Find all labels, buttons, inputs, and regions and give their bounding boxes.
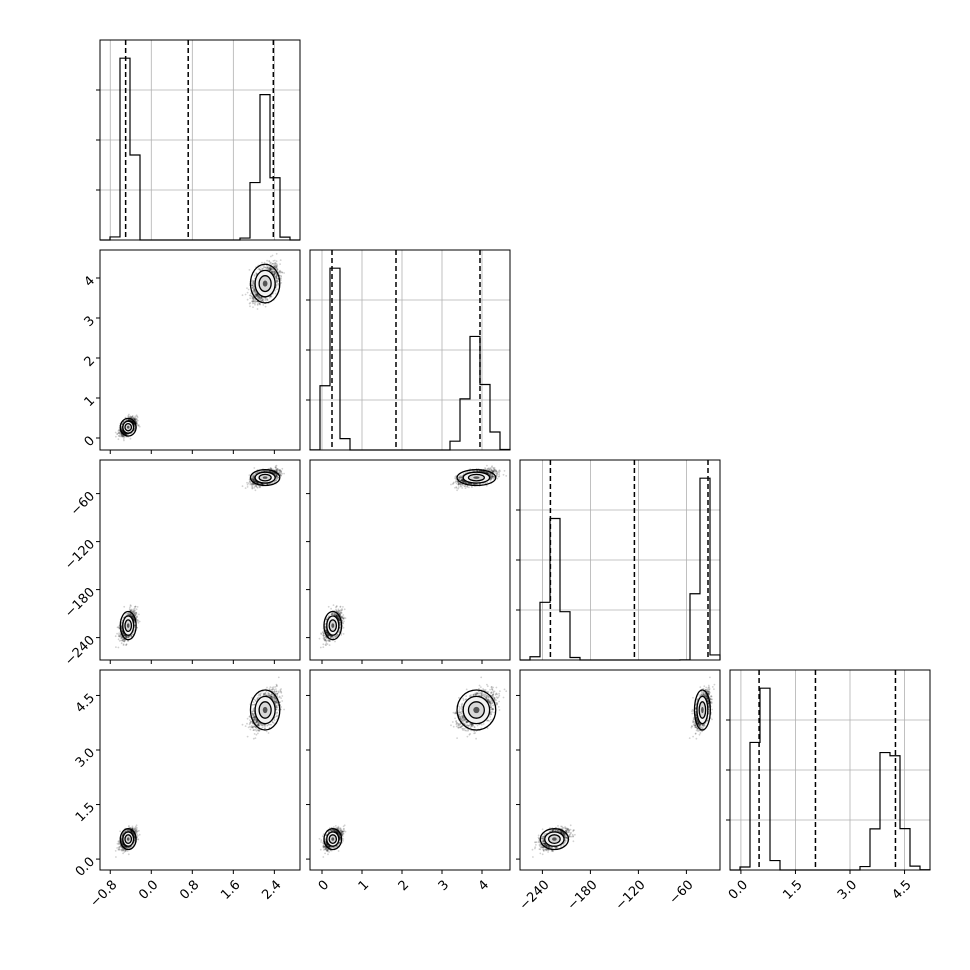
x-tick-label: 1 [356, 878, 372, 894]
y-tick-label: 3.0 [73, 745, 98, 770]
y-tick-label: −60 [68, 489, 98, 519]
panel-frame [309, 249, 511, 451]
x-tick-label: 2 [396, 878, 412, 894]
x-tick-label: 0.0 [726, 878, 751, 903]
x-tick-label: −120 [613, 878, 649, 914]
panel-frame [519, 669, 721, 871]
y-tick-label: 2 [82, 353, 98, 369]
density-peak [126, 425, 130, 429]
contour [456, 469, 497, 487]
contour [323, 610, 343, 641]
histogram-panel-2 [516, 459, 721, 661]
x-tick-label: 0.8 [177, 878, 202, 903]
y-tick-label: 4 [82, 273, 98, 289]
histogram-panel-1 [306, 249, 511, 451]
y-tick-label: −240 [62, 633, 98, 669]
density-peak [262, 476, 268, 479]
density-peak [701, 706, 704, 714]
panel-frame [99, 669, 301, 871]
x-tick-label: 4.5 [889, 878, 914, 903]
density-peak [126, 837, 130, 841]
x-tick-label: 4 [476, 878, 492, 894]
x-tick-label: −0.8 [88, 878, 121, 911]
panel-frame [309, 669, 511, 871]
panel-frame [309, 459, 511, 661]
y-tick-label: −180 [62, 585, 98, 621]
panel-frame [99, 249, 301, 451]
panel-frame [99, 459, 301, 661]
y-tick-label: −120 [62, 537, 98, 573]
contour [323, 828, 343, 851]
contour [119, 828, 137, 851]
contour [119, 417, 137, 437]
contour [249, 263, 281, 304]
panel-frame [99, 39, 301, 241]
density-peak [473, 706, 480, 714]
x-tick-label: 1.5 [780, 878, 805, 903]
x-tick-label: 2.4 [259, 878, 284, 903]
y-tick-label: 1 [82, 393, 98, 409]
histogram-panel-0 [96, 39, 301, 241]
contour [693, 689, 711, 731]
x-tick-label: 0 [316, 878, 332, 894]
x-tick-label: 0.0 [136, 878, 161, 903]
density-panel-2-1 [306, 459, 511, 664]
y-tick-label: 0.0 [73, 855, 98, 880]
x-tick-label: 3.0 [835, 878, 860, 903]
density-peak [473, 476, 480, 479]
contour [119, 610, 137, 641]
density-peak [262, 706, 268, 714]
panel-frame [519, 459, 721, 661]
density-peak [126, 623, 130, 628]
density-panel-2-0: −240 −180 −120 −60 [62, 459, 301, 669]
contour [249, 689, 281, 731]
density-peak [552, 837, 557, 841]
y-tick-label: 3 [82, 313, 98, 329]
density-panel-3-0: −0.8 0.0 0.8 1.6 2.40.01.53.04.5 [73, 669, 301, 911]
x-tick-label: 3 [436, 878, 452, 894]
density-peak [331, 837, 335, 841]
density-panel-3-1: 0 1 2 3 4 [306, 669, 511, 894]
y-tick-label: 1.5 [73, 800, 98, 825]
panel-frame [729, 669, 931, 871]
density-panel-3-2: −240 −180 −120 −60 [516, 669, 721, 914]
density-peak [331, 623, 335, 628]
x-tick-label: −180 [565, 878, 601, 914]
contour [456, 689, 497, 731]
histogram-panel-3: 0.0 1.5 3.0 4.5 [726, 669, 931, 903]
contour [249, 469, 281, 487]
x-tick-label: 1.6 [218, 878, 243, 903]
density-panel-1-0: 0 1 2 3 4 [82, 249, 301, 454]
contour [539, 828, 570, 851]
panel-background [310, 460, 510, 660]
y-tick-label: 4.5 [73, 691, 98, 716]
y-tick-label: 0 [82, 433, 98, 449]
density-peak [262, 280, 268, 287]
x-tick-label: −240 [517, 878, 553, 914]
x-tick-label: −60 [667, 878, 697, 908]
